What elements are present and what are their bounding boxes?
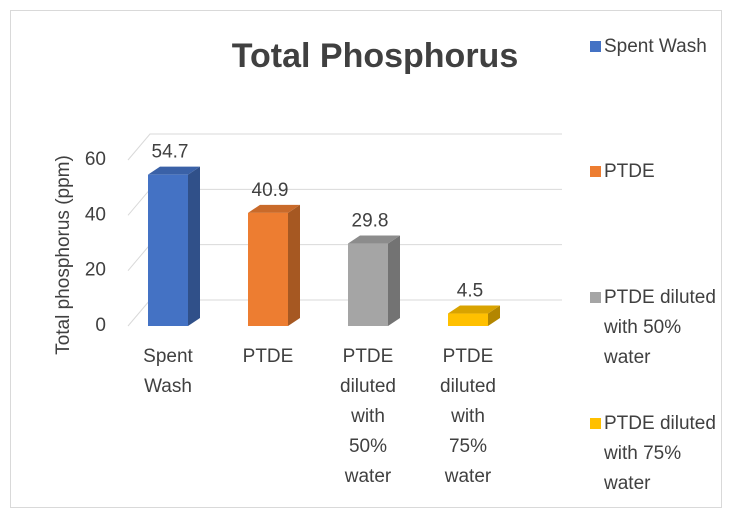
bar-top [148,166,200,175]
bar [448,313,488,326]
bar-top [448,305,500,314]
chart-border [10,10,722,508]
bar [148,174,188,326]
x-tick-label: PTDE [242,346,294,367]
legend-label: Spent Wash [590,32,726,62]
data-label: 54.7 [152,142,189,163]
bar-top [248,204,300,213]
x-tick-label: Spent Wash [143,346,193,397]
data-label: 40.9 [252,180,289,201]
bar-side [188,166,200,326]
bar-side [388,235,400,326]
data-label: 4.5 [457,281,483,302]
legend-swatch [590,41,601,52]
bar-side [288,204,300,326]
legend-label: PTDE diluted with 50% water [590,283,726,373]
y-tick-label: 20 [85,260,106,281]
bar-top [348,235,400,244]
bar [348,243,388,326]
legend-swatch [590,292,601,303]
grid-line [127,133,562,161]
y-tick-label: 0 [95,315,106,336]
x-tick-label: PTDE diluted with 50% water [340,346,396,487]
legend-label: PTDE [590,157,726,187]
data-label: 29.8 [352,211,389,232]
bar [248,212,288,326]
x-tick-label: PTDE diluted with 75% water [440,346,496,487]
bar-side [488,305,500,326]
y-tick-label: 60 [85,149,106,170]
legend-label: PTDE diluted with 75% water [590,409,726,499]
y-tick-label: 40 [85,204,106,225]
chart-title: Total Phosphorus [232,37,518,75]
legend-swatch [590,166,601,177]
y-axis-title: Total phosphorus (ppm) [53,155,74,355]
legend-swatch [590,418,601,429]
